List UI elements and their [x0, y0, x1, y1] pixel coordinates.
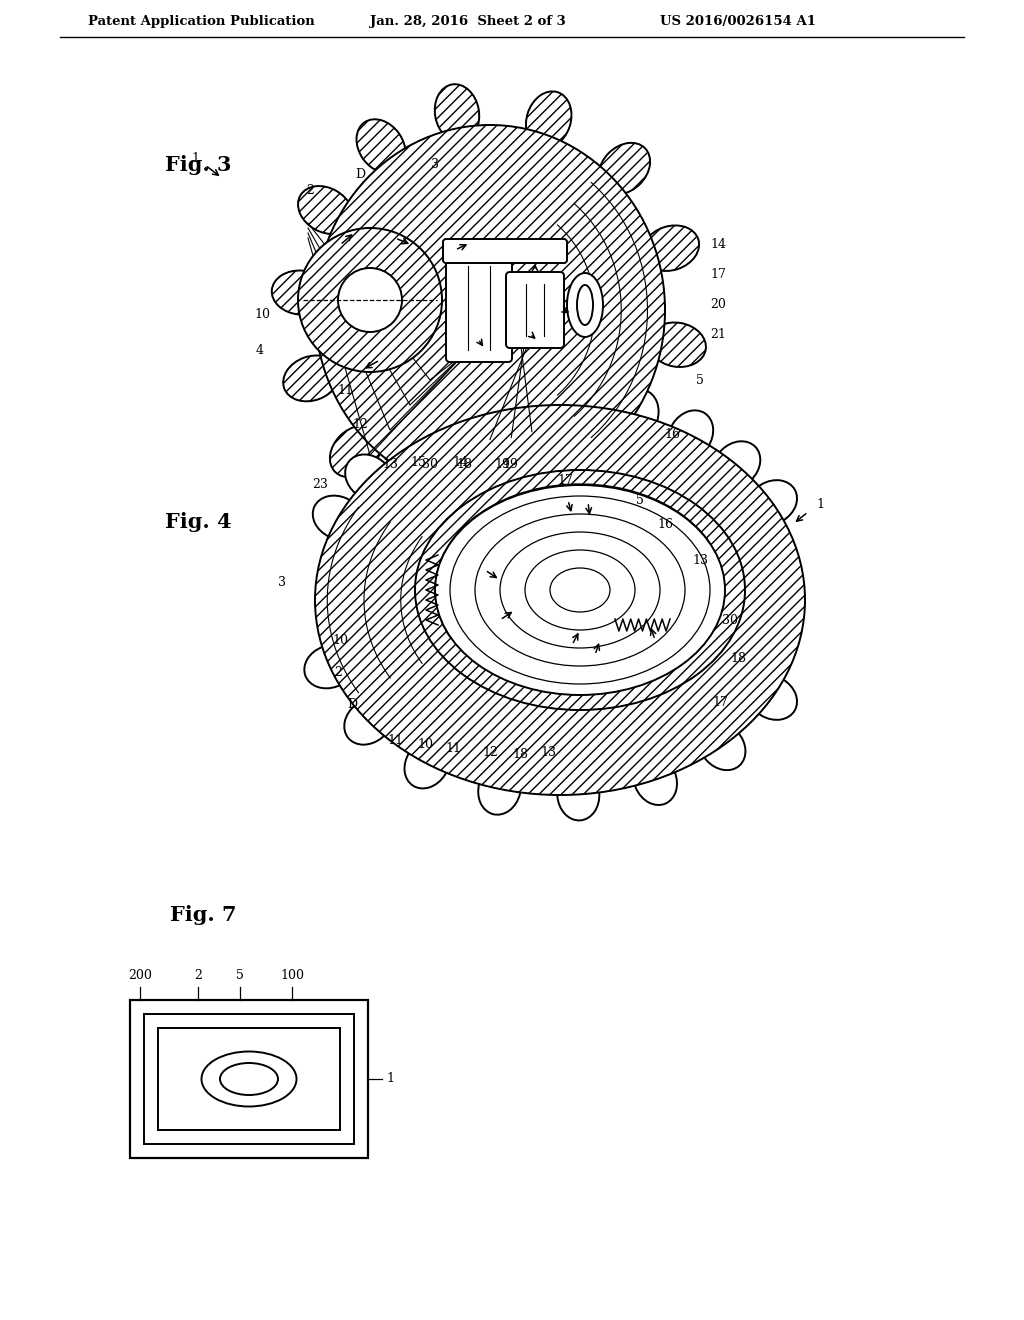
Ellipse shape: [220, 1063, 278, 1096]
Text: 23: 23: [312, 479, 328, 491]
Ellipse shape: [748, 480, 797, 525]
Ellipse shape: [557, 768, 599, 821]
Text: 11: 11: [445, 742, 461, 755]
Ellipse shape: [315, 405, 805, 795]
Text: Jan. 28, 2016  Sheet 2 of 3: Jan. 28, 2016 Sheet 2 of 3: [370, 16, 565, 29]
Text: 17: 17: [557, 474, 573, 487]
Text: 19: 19: [494, 458, 510, 471]
Text: 11: 11: [337, 384, 353, 396]
Text: 12: 12: [352, 418, 368, 432]
Ellipse shape: [435, 84, 479, 141]
Ellipse shape: [499, 381, 541, 433]
Text: 5: 5: [237, 969, 244, 982]
Text: 18: 18: [730, 652, 746, 664]
FancyBboxPatch shape: [446, 253, 512, 362]
Ellipse shape: [698, 722, 745, 770]
Text: 20: 20: [710, 298, 726, 312]
Text: 5: 5: [636, 494, 644, 507]
Text: 17: 17: [712, 696, 728, 709]
Text: 21: 21: [710, 329, 726, 342]
Ellipse shape: [404, 739, 450, 788]
Ellipse shape: [748, 675, 797, 719]
Ellipse shape: [284, 355, 340, 401]
Text: Fig. 3: Fig. 3: [165, 154, 231, 176]
Ellipse shape: [415, 470, 745, 710]
Ellipse shape: [633, 754, 677, 805]
Text: 2: 2: [306, 183, 314, 197]
Text: 16: 16: [657, 519, 673, 532]
Text: 14: 14: [452, 455, 468, 469]
Ellipse shape: [478, 763, 521, 814]
Text: 17: 17: [710, 268, 726, 281]
Ellipse shape: [567, 273, 603, 337]
Ellipse shape: [642, 226, 699, 271]
Ellipse shape: [599, 425, 650, 477]
Text: D: D: [355, 169, 366, 181]
Text: 10: 10: [254, 309, 270, 322]
Ellipse shape: [298, 186, 353, 234]
Ellipse shape: [315, 125, 665, 495]
Ellipse shape: [713, 441, 760, 488]
Ellipse shape: [599, 143, 650, 194]
Text: 30: 30: [722, 614, 738, 627]
Text: Patent Application Publication: Patent Application Publication: [88, 16, 314, 29]
Text: 13: 13: [382, 458, 398, 471]
Ellipse shape: [389, 421, 435, 469]
Text: 1: 1: [386, 1072, 394, 1085]
Text: 3: 3: [278, 577, 286, 590]
Text: 2: 2: [195, 969, 202, 982]
Text: 15: 15: [410, 455, 426, 469]
Text: 11: 11: [387, 734, 403, 747]
Text: 10: 10: [417, 738, 433, 751]
Ellipse shape: [298, 228, 442, 372]
Text: US 2016/0026154 A1: US 2016/0026154 A1: [660, 16, 816, 29]
Bar: [158, 1028, 340, 1130]
Text: 100: 100: [280, 969, 304, 982]
Ellipse shape: [615, 389, 658, 441]
Ellipse shape: [526, 91, 571, 148]
Ellipse shape: [345, 454, 393, 500]
Text: 5: 5: [696, 374, 703, 387]
Text: 3: 3: [431, 158, 439, 172]
Text: 1: 1: [816, 499, 824, 511]
Text: 18: 18: [512, 748, 528, 762]
Ellipse shape: [668, 411, 713, 459]
Ellipse shape: [577, 285, 593, 325]
Text: 4: 4: [256, 343, 264, 356]
Ellipse shape: [344, 698, 392, 744]
Ellipse shape: [271, 271, 330, 314]
Text: 10: 10: [332, 634, 348, 647]
Text: Fig. 4: Fig. 4: [165, 512, 231, 532]
Ellipse shape: [338, 268, 402, 333]
Bar: [130, 1001, 368, 1158]
Ellipse shape: [312, 495, 364, 540]
FancyBboxPatch shape: [443, 239, 567, 263]
Ellipse shape: [517, 475, 562, 532]
Text: 19: 19: [502, 458, 518, 471]
Ellipse shape: [558, 380, 600, 432]
Text: 13: 13: [540, 746, 556, 759]
Ellipse shape: [202, 1052, 297, 1106]
FancyBboxPatch shape: [506, 272, 564, 348]
Text: 14: 14: [710, 239, 726, 252]
Text: 1: 1: [191, 152, 199, 165]
Ellipse shape: [356, 119, 406, 173]
Bar: [144, 1014, 354, 1144]
Text: Fig. 7: Fig. 7: [170, 906, 237, 925]
Text: 30: 30: [422, 458, 438, 471]
Ellipse shape: [648, 322, 706, 367]
Text: 12: 12: [482, 746, 498, 759]
Text: 2: 2: [334, 665, 342, 678]
Ellipse shape: [330, 425, 381, 477]
Text: 13: 13: [692, 553, 708, 566]
Ellipse shape: [435, 484, 725, 696]
Ellipse shape: [418, 475, 464, 532]
Ellipse shape: [304, 645, 355, 688]
Text: 16: 16: [664, 429, 680, 441]
Text: 200: 200: [128, 969, 152, 982]
Text: 18: 18: [456, 458, 472, 471]
Text: D: D: [347, 698, 357, 711]
Ellipse shape: [441, 396, 484, 446]
